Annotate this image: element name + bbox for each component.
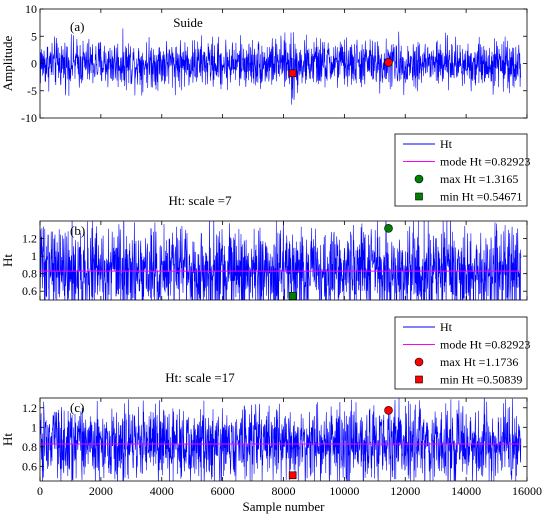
min-marker <box>288 471 297 480</box>
panel-tag: (b) <box>70 223 85 238</box>
panel-b: 1.2 1 0.8 0.6 Ht Ht: scale =7 (b) Ht mode Ht =0.… <box>0 133 530 301</box>
x-tick-label: 8000 <box>272 484 296 498</box>
panel-title: Suide <box>173 15 203 30</box>
y-axis-label: Amplitude <box>0 35 15 91</box>
y-tick-label: 5 <box>31 29 37 43</box>
legend-circle-swatch <box>414 174 424 184</box>
y-axis-label: Ht <box>0 254 15 267</box>
max-marker <box>384 406 393 415</box>
panel-title: Ht: scale =17 <box>165 370 235 385</box>
y-tick-label: 0.6 <box>22 284 37 298</box>
legend-square-swatch <box>415 192 423 201</box>
legend-circle-swatch <box>414 357 424 367</box>
x-tick-label: 16000 <box>512 484 542 498</box>
series-line-ht <box>40 398 522 481</box>
y-tick-label: 10 <box>25 2 37 16</box>
max-marker <box>384 58 393 67</box>
legend-label: min Ht =0.50839 <box>440 373 522 387</box>
legend-label: mode Ht =0.82923 <box>440 155 530 169</box>
y-tick-label: 1 <box>31 420 37 434</box>
legend-label: Ht <box>440 137 453 151</box>
legend-label: Ht <box>440 320 453 334</box>
min-marker <box>288 69 297 78</box>
max-marker <box>384 224 393 233</box>
legend: Ht mode Ht =0.82923 max Ht =1.3165 min Ht =… <box>394 133 530 207</box>
min-marker <box>288 292 297 300</box>
series-line-ht <box>40 221 522 300</box>
x-tick-label: 2000 <box>89 484 113 498</box>
x-axis-label: Sample number <box>243 499 326 514</box>
y-tick-label: 0.6 <box>22 459 37 473</box>
legend-label: mode Ht =0.82923 <box>440 338 530 352</box>
y-axis-label: Ht <box>0 433 15 446</box>
x-tick-label: 0 <box>37 484 43 498</box>
legend-square-swatch <box>415 375 423 384</box>
legend-label: min Ht =0.54671 <box>440 190 522 204</box>
y-tick-label: -10 <box>21 111 37 125</box>
panel-title: Ht: scale =7 <box>169 193 232 208</box>
y-tick-label: 0.8 <box>22 267 37 281</box>
y-tick-label: 0 <box>31 57 37 71</box>
panel-a: 10 5 0 -5 -10 Amplitude Suide (a) <box>0 2 528 125</box>
y-tick-label: -5 <box>27 84 37 98</box>
x-tick-label: 6000 <box>211 484 235 498</box>
legend-label: max Ht =1.3165 <box>440 172 518 186</box>
y-tick-label: 0.8 <box>22 440 37 454</box>
y-tick-label: 1.2 <box>22 232 37 246</box>
panel-c: 1.2 1 0.8 0.60 2000 4000 6000 8000 10000 12000 140… <box>0 316 542 514</box>
legend-label: max Ht =1.1736 <box>440 355 518 369</box>
y-tick-label: 1 <box>31 249 37 263</box>
y-tick-label: 1.2 <box>22 401 37 415</box>
x-tick-label: 14000 <box>451 484 481 498</box>
x-tick-label: 12000 <box>390 484 420 498</box>
panel-tag: (c) <box>70 400 84 415</box>
x-tick-label: 4000 <box>150 484 174 498</box>
series-line-amplitude <box>40 28 522 105</box>
panel-tag: (a) <box>70 19 84 34</box>
x-tick-label: 10000 <box>329 484 359 498</box>
legend: Ht mode Ht =0.82923 max Ht =1.1736 min Ht =… <box>394 316 530 390</box>
